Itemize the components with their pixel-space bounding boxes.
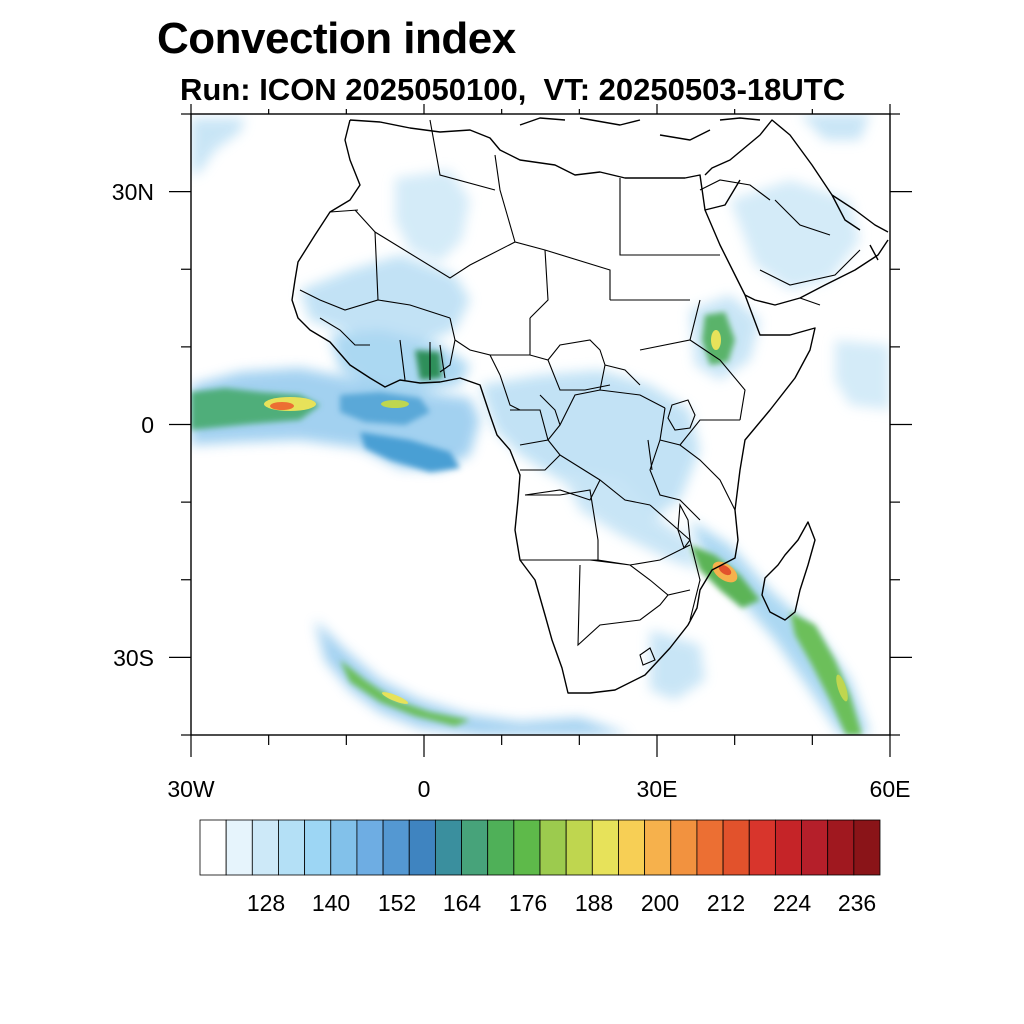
border-west-africa [299, 289, 501, 381]
peak-mozambique-max [718, 564, 732, 576]
lat-label-0: 0 [141, 412, 154, 438]
lon-label-30e: 30E [637, 776, 678, 802]
core-atlantic-band [340, 660, 470, 726]
field-arabia [730, 180, 860, 290]
field-central-africa [480, 370, 700, 520]
border-southern-africa [520, 489, 701, 666]
colorbar-label-188: 188 [575, 890, 613, 916]
field-nw-corner [191, 118, 245, 175]
colorbar-swatch [304, 819, 332, 876]
colorbar-label-164: 164 [443, 890, 482, 916]
border-arabia [699, 179, 861, 306]
coastline-madagascar [761, 521, 816, 621]
colorbar-swatch [565, 819, 593, 876]
field-sahara-west [395, 170, 470, 262]
coastline-mediterranean-north [519, 117, 761, 141]
colorbar-swatch [513, 819, 541, 876]
coastline-red-sea-arabia [704, 119, 889, 306]
field-south-africa-east [650, 630, 705, 700]
coastline-persian-gulf [831, 194, 879, 261]
border-central-africa [510, 364, 666, 506]
colorbar-swatch [330, 819, 358, 876]
colorbar-swatch [225, 819, 253, 876]
colorbar-labels: 128 140 152 164 176 188 200 212 224 236 [247, 890, 876, 916]
colorbar-swatch [434, 819, 462, 876]
convection-field-peaks [264, 330, 848, 704]
peak-guinea-mid [381, 400, 409, 408]
colorbar-label-224: 224 [773, 890, 812, 916]
border-lakes [647, 399, 696, 550]
colorbar-swatch [251, 819, 279, 876]
colorbar-swatch [591, 819, 619, 876]
core-guinea-south [360, 432, 460, 472]
core-channel-south [790, 612, 862, 735]
colorbar-swatch [670, 819, 698, 876]
colorbar-label-236: 236 [838, 890, 876, 916]
colorbar [199, 819, 881, 876]
lon-label-0: 0 [418, 776, 431, 802]
peak-ethiopia [711, 330, 721, 350]
colorbar-swatch [199, 819, 227, 876]
border-maghreb [329, 119, 546, 301]
axis-ticks [169, 104, 912, 757]
border-east-africa [639, 299, 746, 521]
colorbar-swatch [408, 819, 436, 876]
colorbar-swatch [618, 819, 646, 876]
field-mideast-north [800, 114, 870, 140]
peak-guinea-west-max [270, 402, 294, 410]
lon-label-60e: 60E [870, 776, 911, 802]
colorbar-swatch [853, 819, 881, 876]
lat-label-30s: 30S [113, 645, 154, 671]
peak-atlantic [381, 692, 409, 704]
border-central-west [490, 318, 611, 446]
lat-label-30n: 30N [112, 179, 154, 205]
core-guinea-mid [340, 392, 430, 425]
colorbar-swatch [748, 819, 776, 876]
colorbar-swatch [382, 819, 410, 876]
colorbar-label-200: 200 [641, 890, 679, 916]
colorbar-label-140: 140 [312, 890, 350, 916]
colorbar-swatch [539, 819, 567, 876]
border-sahara-east [529, 178, 700, 319]
colorbar-swatch [461, 819, 489, 876]
core-ghana [415, 350, 442, 380]
colorbar-label-152: 152 [378, 890, 416, 916]
field-indian-ocean [835, 340, 890, 410]
lon-label-30w: 30W [167, 776, 215, 802]
colorbar-swatch [827, 819, 855, 876]
colorbar-label-128: 128 [247, 890, 285, 916]
chart-subtitle: Run: ICON 2025050100, VT: 20250503-18UTC [180, 72, 846, 107]
colorbar-label-176: 176 [509, 890, 547, 916]
map-panel [191, 114, 890, 735]
coastline-africa [291, 119, 816, 694]
field-east-congo [560, 470, 700, 570]
colorbar-swatch [722, 819, 750, 876]
coastlines [291, 117, 889, 694]
country-borders [299, 119, 861, 666]
chart-title: Convection index [157, 14, 516, 63]
colorbar-swatch [487, 819, 515, 876]
colorbar-swatch [696, 819, 724, 876]
field-west-africa [300, 255, 470, 345]
colorbar-swatch [644, 819, 672, 876]
colorbar-swatch [774, 819, 802, 876]
colorbar-swatch [801, 819, 829, 876]
colorbar-swatch [356, 819, 384, 876]
peak-channel-south [836, 674, 848, 702]
colorbar-label-212: 212 [707, 890, 745, 916]
colorbar-swatch [278, 819, 306, 876]
